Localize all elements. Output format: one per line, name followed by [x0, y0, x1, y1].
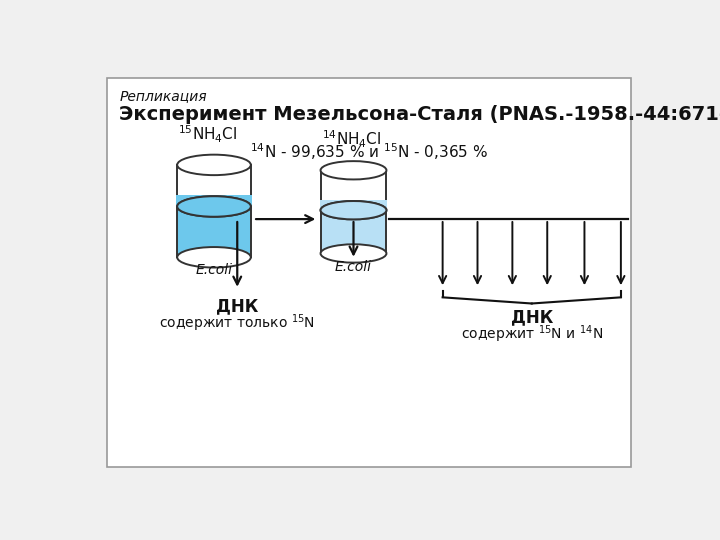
Text: $^{14}$N - 99,635 % и $^{15}$N - 0,365 %: $^{14}$N - 99,635 % и $^{15}$N - 0,365 %	[250, 142, 488, 163]
Ellipse shape	[177, 196, 251, 217]
Text: ДНК: ДНК	[216, 298, 258, 315]
Bar	[176, 195, 251, 206]
Bar	[320, 200, 387, 210]
Ellipse shape	[177, 196, 251, 217]
Text: Эксперимент Мезельсона-Сталя (PNAS.-1958.-44:671-682): Эксперимент Мезельсона-Сталя (PNAS.-1958…	[120, 105, 720, 124]
Text: Репликация: Репликация	[120, 90, 207, 104]
Bar	[177, 165, 251, 206]
Text: $^{14}$NH$_4$Cl: $^{14}$NH$_4$Cl	[323, 129, 382, 150]
Ellipse shape	[177, 154, 251, 175]
Text: E.coli: E.coli	[196, 264, 233, 278]
Text: E.coli: E.coli	[335, 260, 372, 274]
Bar	[177, 206, 251, 257]
Ellipse shape	[320, 244, 387, 262]
Text: ДНК: ДНК	[510, 308, 553, 326]
Ellipse shape	[320, 161, 387, 179]
Bar	[320, 170, 387, 210]
Text: содержит только $^{15}$N: содержит только $^{15}$N	[159, 313, 315, 334]
Text: содержит $^{15}$N и $^{14}$N: содержит $^{15}$N и $^{14}$N	[461, 323, 603, 345]
Text: $^{15}$NH$_4$Cl: $^{15}$NH$_4$Cl	[179, 124, 238, 145]
Ellipse shape	[177, 247, 251, 267]
Ellipse shape	[320, 201, 387, 219]
Ellipse shape	[320, 201, 387, 219]
FancyBboxPatch shape	[107, 78, 631, 467]
Bar	[320, 210, 387, 253]
